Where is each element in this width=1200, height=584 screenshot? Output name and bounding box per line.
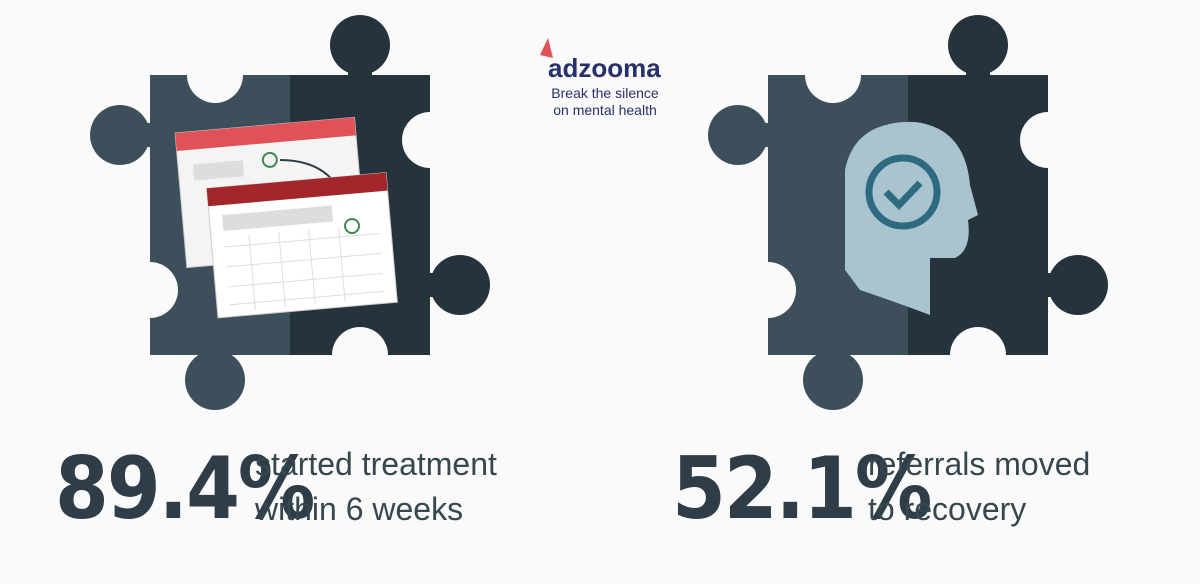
calendar-icon bbox=[174, 116, 398, 319]
stat-value: 52.1% bbox=[672, 439, 931, 539]
stat-label: started treatment bbox=[255, 446, 497, 482]
tagline: Break the silence bbox=[551, 85, 659, 101]
stat-label: to recovery bbox=[868, 491, 1026, 527]
stat-label: within 6 weeks bbox=[254, 491, 463, 527]
logo-text: adzooma bbox=[548, 53, 661, 83]
head-icon bbox=[845, 121, 978, 315]
stat-value: 89.4% bbox=[55, 439, 314, 539]
logo: adzooma Break the silence on mental heal… bbox=[540, 38, 661, 118]
stat-label: referrals moved bbox=[868, 446, 1090, 482]
tagline: on mental health bbox=[553, 102, 657, 118]
